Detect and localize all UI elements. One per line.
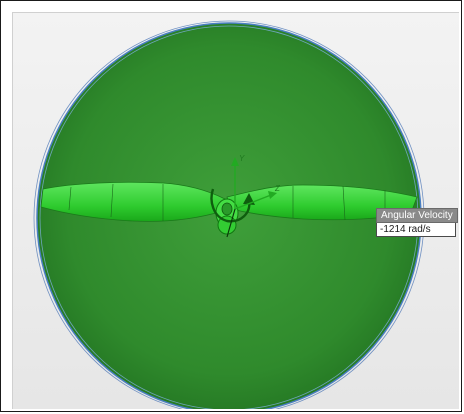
callout-title: Angular Velocity — [376, 208, 458, 223]
triad-y-axis-label: Y — [239, 154, 245, 163]
coordinate-triad-icon — [226, 157, 277, 238]
model-scene[interactable] — [13, 13, 459, 409]
angular-velocity-callout[interactable]: Angular Velocity -1214 rad/s — [376, 208, 458, 237]
triad-z-axis-label: Z — [275, 184, 280, 193]
callout-value: -1214 rad/s — [376, 223, 456, 237]
